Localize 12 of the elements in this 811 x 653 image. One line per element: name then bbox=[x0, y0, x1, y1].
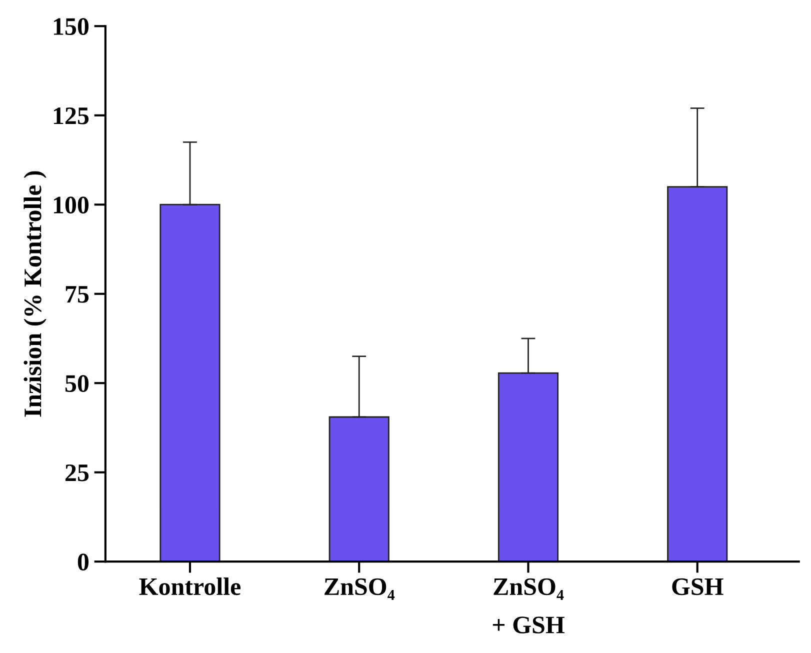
y-tick-label: 0 bbox=[78, 554, 89, 570]
x-tick-label: Kontrolle bbox=[139, 578, 241, 596]
y-axis-title: Inzision (% Kontrolle ) bbox=[24, 171, 46, 417]
y-tick-label: 25 bbox=[66, 464, 89, 482]
x-tick-label: GSH bbox=[672, 578, 724, 596]
y-tick-label: 50 bbox=[65, 375, 89, 392]
y-tick-label: 125 bbox=[54, 107, 89, 124]
y-tick-label: 75 bbox=[66, 286, 89, 303]
x-tick-label: ZnSO₄ bbox=[324, 578, 395, 600]
y-tick-label: 100 bbox=[54, 196, 89, 214]
x-tick-label: ZnSO₄ + GSH bbox=[492, 578, 564, 634]
y-tick-label: 150 bbox=[54, 18, 89, 36]
